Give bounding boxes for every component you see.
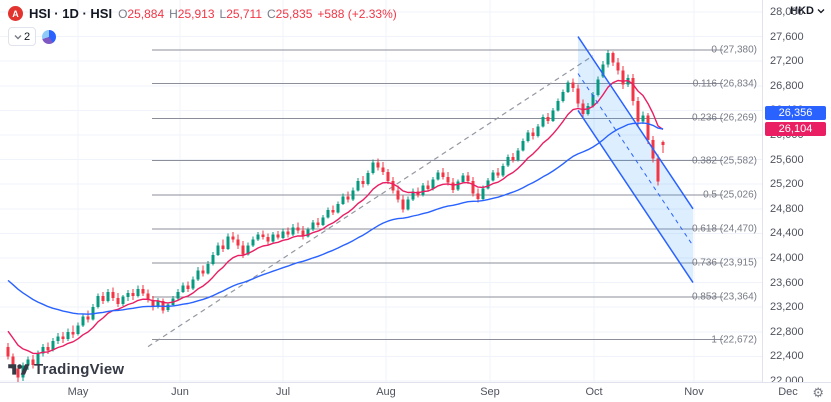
price-axis-label: 22,800 — [770, 325, 804, 338]
price-axis-label: 27,200 — [770, 55, 804, 68]
indicator-legend: 2 — [8, 27, 57, 46]
price-axis[interactable]: HKD 28,00027,60027,20026,80026,40026,000… — [762, 0, 831, 387]
price-badge: 26,104 — [765, 121, 826, 136]
time-axis-label: Jul — [275, 386, 291, 398]
price-axis-label: 24,400 — [770, 227, 804, 240]
open-value: 25,884 — [127, 6, 165, 21]
high-label: H — [169, 6, 178, 21]
settings-gear-icon[interactable]: ⚙ — [812, 385, 824, 400]
chevron-down-icon — [14, 34, 22, 39]
price-axis-label: 22,400 — [770, 350, 804, 363]
candlestick-chart-canvas[interactable] — [0, 0, 762, 382]
close-value: 25,835 — [275, 6, 313, 21]
collapsed-indicators-button[interactable]: 2 — [8, 27, 37, 46]
time-axis-label: May — [67, 386, 89, 398]
high-value: 25,913 — [177, 6, 215, 21]
price-axis-label: 26,800 — [770, 79, 804, 92]
tradingview-logo-text: TradingView — [34, 361, 125, 378]
open-label: O — [118, 6, 128, 21]
low-value: 25,711 — [226, 6, 262, 21]
price-axis-label: 25,200 — [770, 178, 804, 191]
indicator-count: 2 — [24, 30, 31, 43]
time-axis[interactable]: May Jun Jul Aug Sep Oct Nov Dec — [0, 382, 831, 402]
close-label: C — [267, 6, 276, 21]
price-axis-label: 23,200 — [770, 301, 804, 314]
price-badge: 26,356 — [765, 106, 826, 121]
price-axis-label: 23,600 — [770, 276, 804, 289]
tradingview-logo[interactable]: TradingView — [8, 361, 124, 378]
time-axis-label: Jun — [171, 386, 189, 398]
tradingview-logo-icon — [8, 363, 29, 375]
time-axis-label: Sep — [480, 386, 500, 398]
symbol-logo-icon: A — [8, 6, 23, 21]
time-axis-label: Oct — [585, 386, 603, 398]
indicator-icon[interactable] — [42, 29, 57, 44]
symbol-legend: A HSI · 1D · HSI O25,884 H25,913 L25,711… — [8, 6, 397, 21]
price-axis-label: 27,600 — [770, 30, 804, 43]
currency-selector[interactable]: HKD — [790, 5, 825, 17]
low-label: L — [219, 6, 227, 21]
time-axis-label: Nov — [684, 386, 704, 398]
price-axis-label: 25,600 — [770, 153, 804, 166]
price-axis-label: 28,000 — [770, 6, 804, 18]
ohlc-values: O25,884 H25,913 L25,711 C25,835 +588 (+2… — [118, 7, 397, 21]
time-axis-label: Dec — [778, 386, 798, 398]
price-axis-label: 24,000 — [770, 252, 804, 264]
symbol-title[interactable]: HSI · 1D · HSI — [29, 6, 113, 21]
change-value: +588 (+2.33%) — [317, 6, 397, 21]
price-axis-label: 24,800 — [770, 202, 804, 215]
time-axis-label: Aug — [376, 386, 396, 398]
chevron-down-icon — [817, 9, 825, 14]
currency-label: HKD — [790, 5, 814, 17]
